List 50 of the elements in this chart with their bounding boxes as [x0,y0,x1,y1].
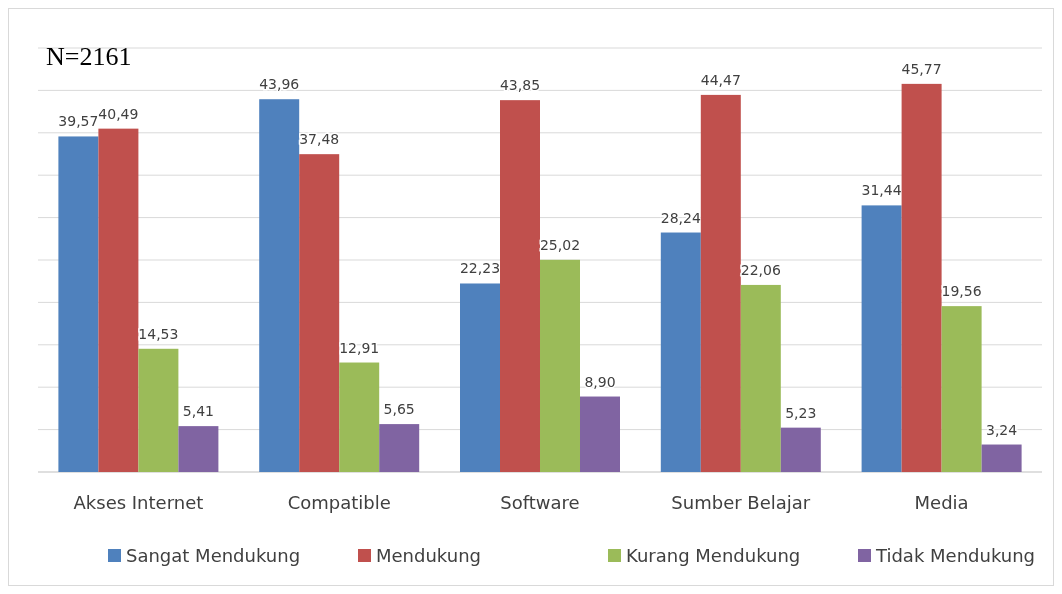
bar [861,205,902,472]
bar [178,426,219,472]
annotation: N=2161 [46,42,132,71]
data-label: 25,02 [539,236,581,253]
data-label: 40,49 [98,105,139,122]
data-label: 22,23 [459,260,501,277]
legend-label: Sangat Mendukung [126,545,301,566]
data-label: 22,06 [740,261,781,278]
data-label: 5,41 [182,403,214,420]
data-label: 8,90 [584,373,616,390]
data-label: 44,47 [700,71,741,88]
bar [58,136,99,472]
bar [901,83,942,472]
bar [580,396,620,472]
data-label: 5,65 [383,401,415,418]
bar [780,427,821,472]
data-label: 14,53 [138,325,179,342]
bar [700,94,741,472]
bar [500,100,540,472]
data-label: 5,23 [785,404,817,421]
bar [981,444,1022,472]
data-label: 12,91 [339,339,380,356]
data-label: 43,85 [499,77,541,94]
x-tick-label: Media [914,492,969,513]
bar [259,99,300,472]
bar [941,306,982,472]
data-label: 43,96 [259,76,300,93]
data-label: 45,77 [901,60,942,77]
bar [660,232,701,472]
data-label: 37,48 [299,131,340,148]
x-tick-label: Akses Internet [73,492,204,513]
bar [299,154,340,472]
data-label: 3,24 [986,421,1018,438]
data-label: 28,24 [660,209,701,226]
data-label: 31,44 [861,182,902,199]
bar [138,348,179,472]
x-tick-label: Compatible [287,492,391,513]
bar [339,362,380,472]
legend-label: Kurang Mendukung [626,545,801,566]
bar [740,284,781,472]
legend-label: Tidak Mendukung [875,545,1036,566]
bar [460,283,500,472]
data-label: 39,57 [58,113,99,130]
bar [379,424,420,472]
x-tick-label: Sumber Belajar [671,492,811,513]
bar [98,128,139,472]
data-label: 19,56 [941,283,982,300]
x-tick-label: Software [500,492,580,513]
legend-label: Mendukung [376,545,481,566]
bar [540,259,580,472]
